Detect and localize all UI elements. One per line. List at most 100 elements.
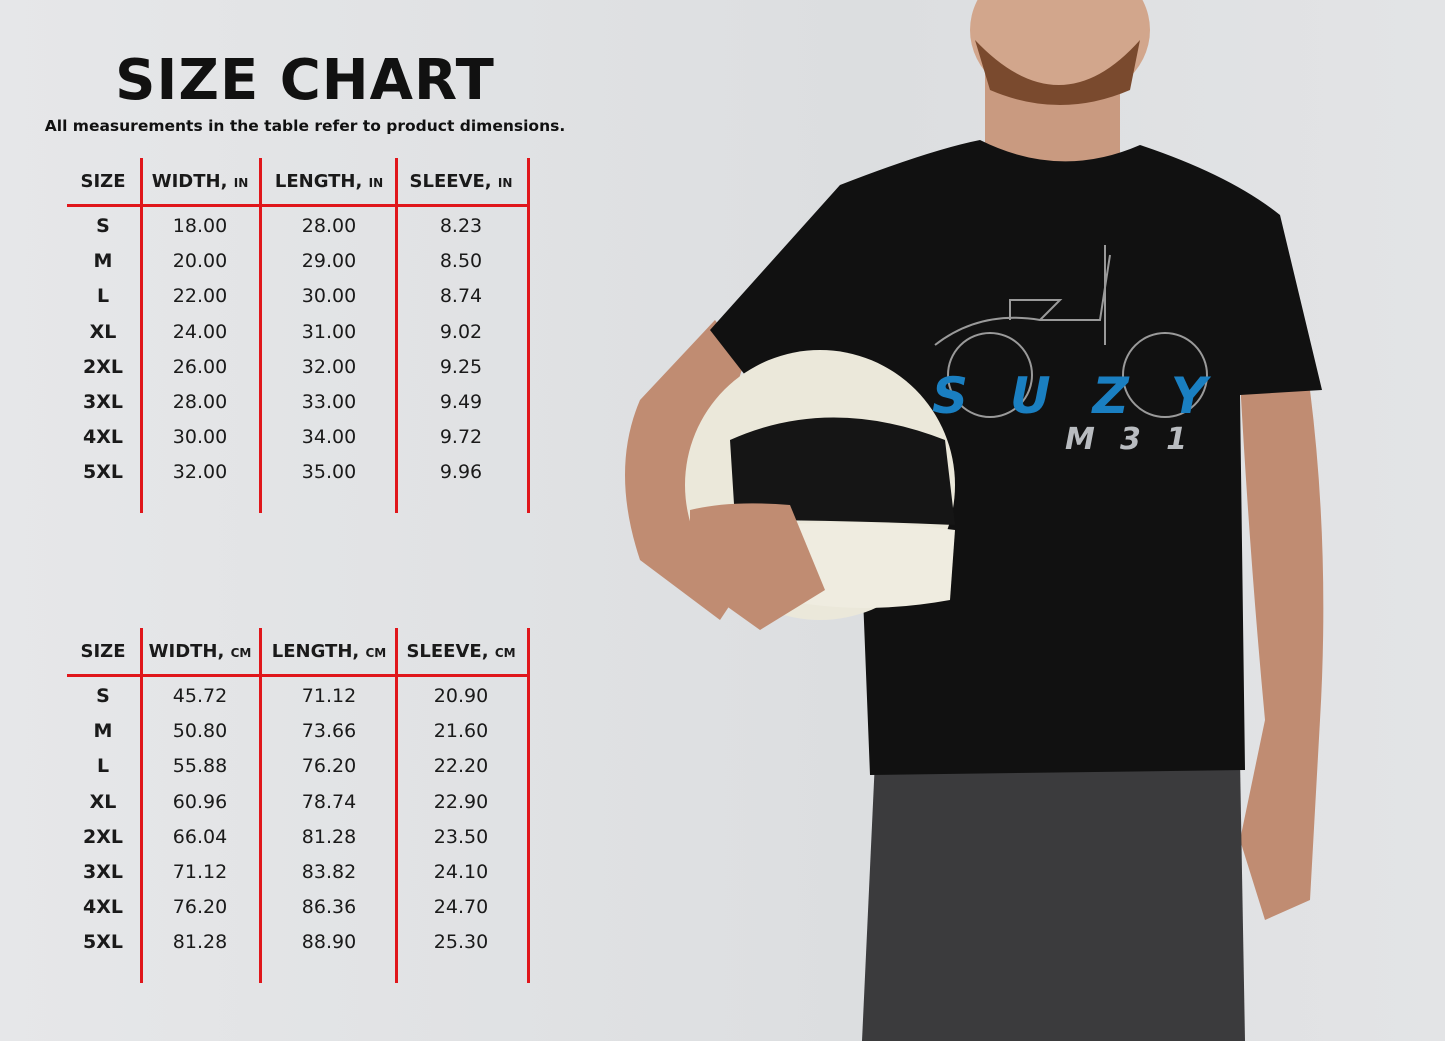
column-header: SIZE [80, 641, 125, 662]
measurement-cell: 28.00 [172, 391, 228, 413]
measurement-cell: 8.50 [439, 250, 483, 273]
measurement-cell: 8.74 [439, 285, 483, 308]
measurement-cell: 21.60 [433, 720, 489, 743]
size-label: 5XL [83, 931, 123, 954]
column-header: SLEEVE, IN [410, 171, 513, 192]
measurement-cell: 50.80 [172, 720, 228, 743]
measurement-cell: 45.72 [172, 685, 228, 707]
beard [975, 40, 1140, 105]
column-divider [527, 158, 530, 513]
column-divider [395, 158, 398, 513]
size-label: 4XL [83, 426, 123, 449]
measurement-cell: 22.00 [172, 285, 228, 308]
column-divider [527, 628, 530, 983]
column-unit: IN [368, 176, 384, 190]
column-label: SIZE [80, 641, 126, 662]
right-arm [1240, 380, 1324, 920]
column-unit: IN [497, 176, 513, 190]
measurement-cell: 81.28 [301, 825, 357, 848]
measurement-cell: 9.25 [439, 355, 483, 378]
size-table-cm: SIZE WIDTH, CM LENGTH, CM SLEEVE, CM S 45.72 7… [67, 628, 530, 983]
measurement-cell: 8.23 [439, 215, 483, 237]
size-label: 2XL [83, 825, 123, 848]
size-label: 3XL [83, 391, 123, 413]
measurement-cell: 24.10 [433, 861, 489, 883]
column-label: LENGTH, [274, 171, 363, 192]
size-table-inches: SIZE WIDTH, IN LENGTH, IN SLEEVE, IN S 18.00 2… [67, 158, 530, 513]
column-header: LENGTH, CM [272, 641, 387, 662]
size-label: S [96, 215, 110, 237]
column-header: WIDTH, IN [152, 171, 248, 192]
page-subtitle: All measurements in the table refer to p… [44, 117, 566, 135]
size-label: XL [89, 790, 117, 813]
column-label: LENGTH, [271, 641, 360, 662]
size-label: 3XL [83, 861, 123, 883]
measurement-cell: 34.00 [301, 426, 357, 449]
measurement-cell: 9.02 [439, 320, 483, 343]
measurement-cell: 81.28 [172, 931, 228, 954]
column-label: SLEEVE, [406, 641, 489, 662]
measurement-cell: 55.88 [172, 755, 228, 778]
column-divider [140, 158, 143, 513]
measurement-cell: 9.49 [439, 391, 483, 413]
size-label: XL [89, 320, 117, 343]
header-divider [67, 204, 529, 207]
size-label: 2XL [83, 355, 123, 378]
column-unit: CM [365, 646, 387, 660]
measurement-cell: 22.90 [433, 790, 489, 813]
size-label: M [93, 250, 113, 273]
column-label: SIZE [80, 171, 126, 192]
measurement-cell: 30.00 [172, 426, 228, 449]
size-label: L [96, 285, 110, 308]
column-unit: CM [494, 646, 516, 660]
measurement-cell: 76.20 [172, 896, 228, 919]
column-divider [259, 158, 262, 513]
column-label: WIDTH, [148, 641, 225, 662]
measurement-cell: 35.00 [301, 461, 357, 484]
header-divider [67, 674, 529, 677]
measurement-cell: 20.00 [172, 250, 228, 273]
motorcycle-graphic [934, 245, 1208, 418]
size-label: 4XL [83, 896, 123, 919]
measurement-cell: 32.00 [172, 461, 228, 484]
column-divider [140, 628, 143, 983]
measurement-cell: 26.00 [172, 355, 228, 378]
measurement-cell: 86.36 [301, 896, 357, 919]
measurement-cell: 88.90 [301, 931, 357, 954]
column-unit: IN [233, 176, 249, 190]
measurement-cell: 18.00 [172, 215, 228, 237]
column-header: SLEEVE, CM [406, 641, 515, 662]
measurement-cell: 22.20 [433, 755, 489, 778]
column-header: SIZE [80, 171, 125, 192]
measurement-cell: 33.00 [301, 391, 357, 413]
measurement-cell: 20.90 [433, 685, 489, 707]
column-divider [395, 628, 398, 983]
column-label: SLEEVE, [409, 171, 492, 192]
measurement-cell: 76.20 [301, 755, 357, 778]
measurement-cell: 9.72 [439, 426, 483, 449]
measurement-cell: 23.50 [433, 825, 489, 848]
measurement-cell: 71.12 [172, 861, 228, 883]
page-title: SIZE CHART [115, 48, 495, 113]
measurement-cell: 73.66 [301, 720, 357, 743]
measurement-cell: 25.30 [433, 931, 489, 954]
shirt-print-m31: M31 [1065, 422, 1187, 457]
measurement-cell: 9.96 [439, 461, 483, 484]
measurement-cell: 24.00 [172, 320, 228, 343]
hand [690, 503, 825, 630]
size-label: S [96, 685, 110, 707]
size-label: L [96, 755, 110, 778]
column-label: WIDTH, [151, 171, 228, 192]
size-label: M [93, 720, 113, 743]
measurement-cell: 60.96 [172, 790, 228, 813]
measurement-cell: 30.00 [301, 285, 357, 308]
jeans [862, 760, 1245, 1041]
helmet-visor-opening [730, 417, 955, 525]
size-label: 5XL [83, 461, 123, 484]
column-header: WIDTH, CM [149, 641, 252, 662]
t-shirt [710, 140, 1322, 775]
column-unit: CM [230, 646, 252, 660]
measurement-cell: 31.00 [301, 320, 357, 343]
measurement-cell: 32.00 [301, 355, 357, 378]
measurement-cell: 66.04 [172, 825, 228, 848]
